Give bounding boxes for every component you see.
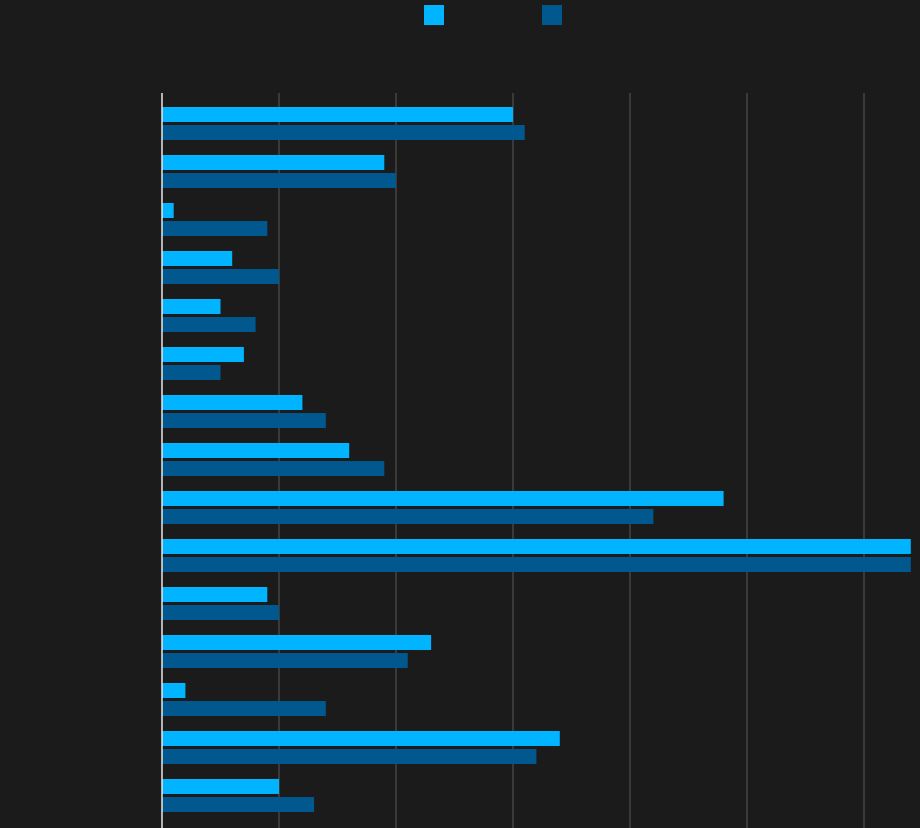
bar-series-1 — [162, 539, 911, 554]
bar-series-2 — [162, 269, 279, 284]
bar-series-1 — [162, 443, 350, 458]
bar-series-1 — [162, 155, 385, 170]
bar-series-1 — [162, 683, 186, 698]
bar-series-2 — [162, 797, 315, 812]
bar-series-1 — [162, 203, 174, 218]
bar-series-1 — [162, 107, 513, 122]
bar-series-2 — [162, 605, 279, 620]
legend — [0, 0, 920, 40]
bar-series-2 — [162, 173, 396, 188]
bar-series-1 — [162, 491, 724, 506]
bar-series-2 — [162, 701, 326, 716]
legend-swatch-series-1 — [424, 5, 444, 25]
bar-series-2 — [162, 125, 525, 140]
bar-series-1 — [162, 251, 233, 266]
bar-series-2 — [162, 413, 326, 428]
bar-series-2 — [162, 557, 911, 572]
bar-series-2 — [162, 221, 268, 236]
bar-series-2 — [162, 461, 385, 476]
bar-series-1 — [162, 779, 279, 794]
bar-series-1 — [162, 731, 560, 746]
bar-series-1 — [162, 347, 244, 362]
bar-series-2 — [162, 509, 654, 524]
legend-swatch-series-2 — [542, 5, 562, 25]
bar-series-1 — [162, 395, 303, 410]
bar-series-2 — [162, 653, 408, 668]
bar-series-1 — [162, 635, 432, 650]
bar-series-1 — [162, 587, 268, 602]
bar-series-1 — [162, 299, 221, 314]
bar-series-2 — [162, 317, 256, 332]
bar-series-2 — [162, 365, 221, 380]
bar-series-2 — [162, 749, 537, 764]
